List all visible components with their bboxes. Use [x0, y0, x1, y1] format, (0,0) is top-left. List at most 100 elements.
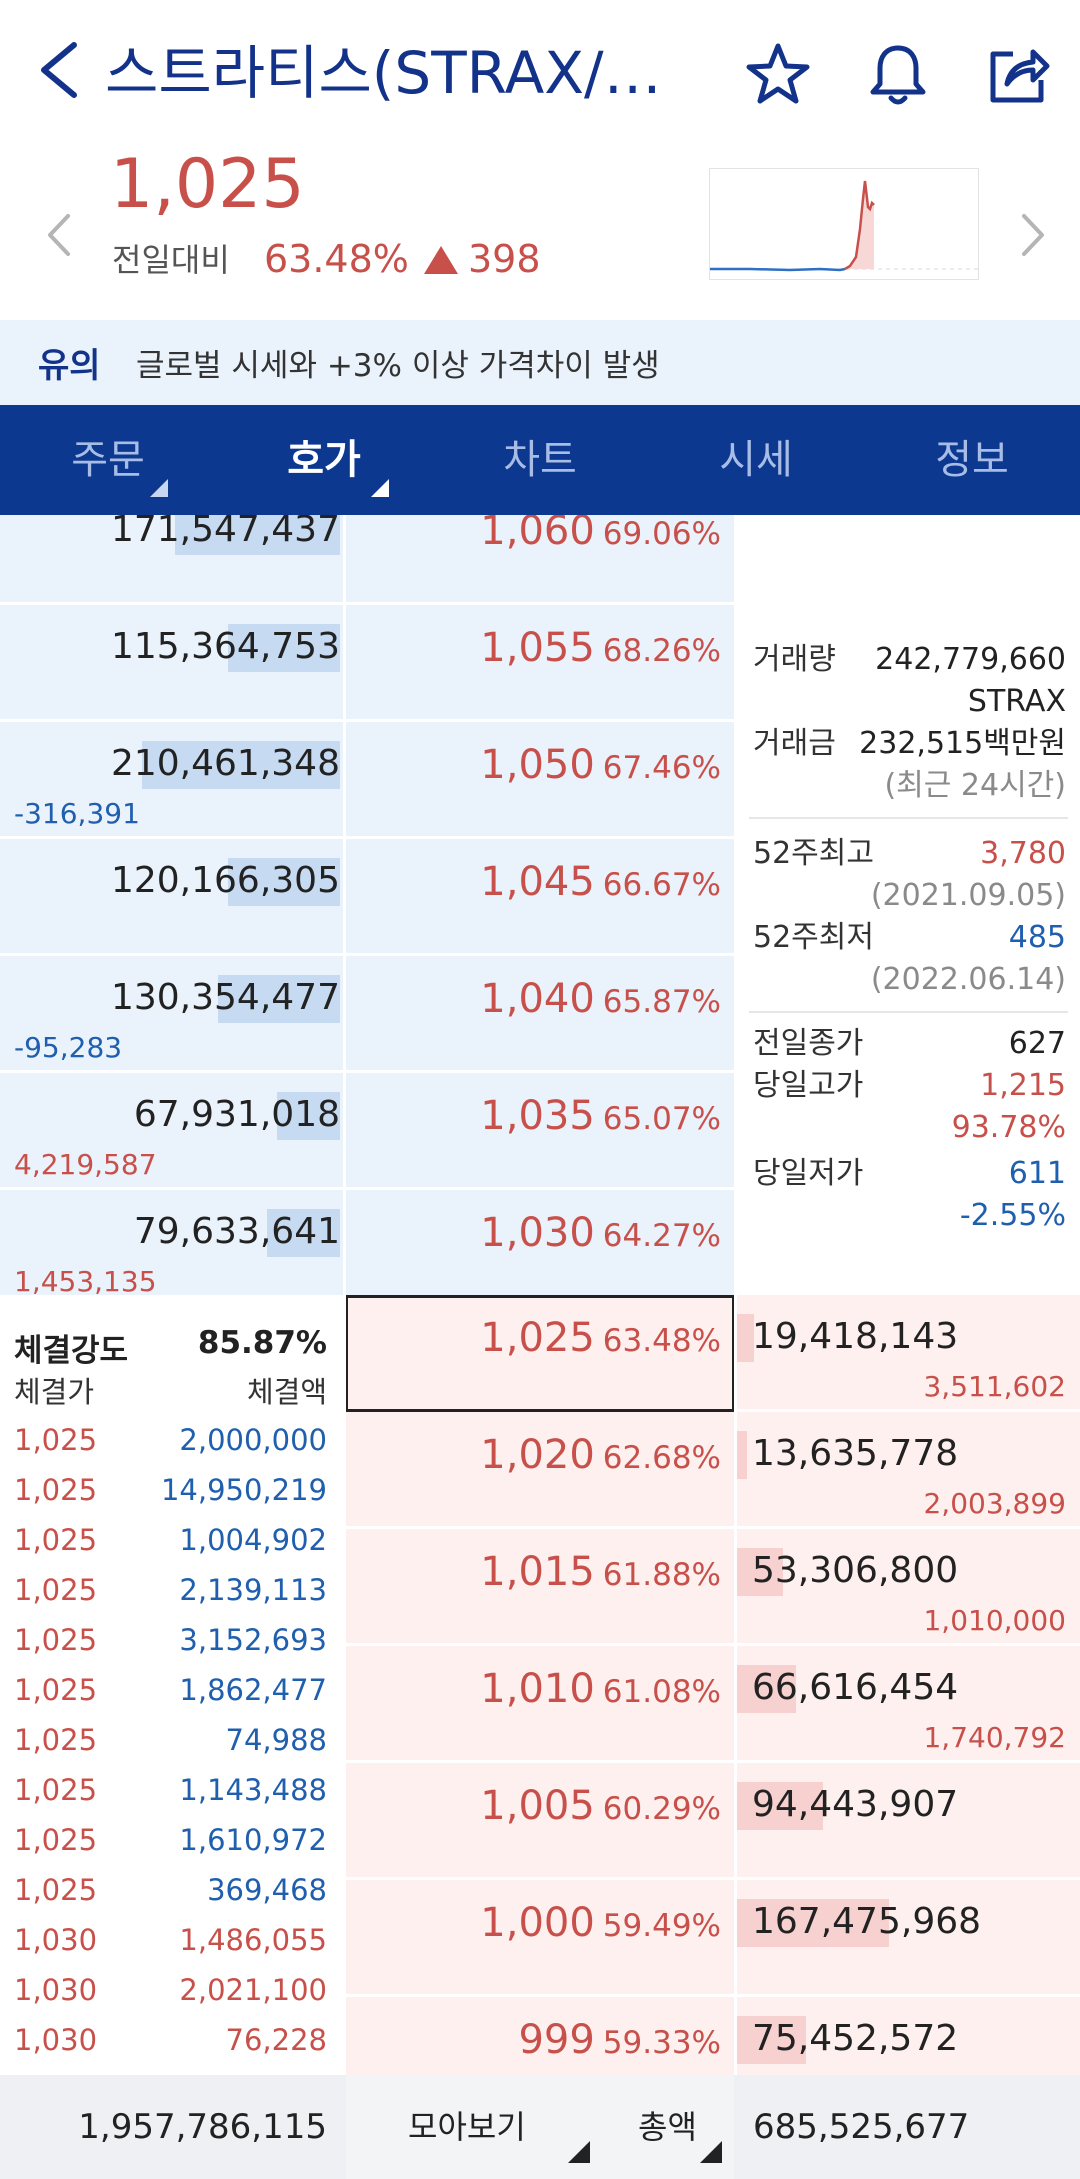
- bid-price-cell[interactable]: 1,000 59.49%: [346, 1880, 731, 1974]
- ask-percent: 68.26%: [602, 633, 721, 669]
- ask-row[interactable]: 120,166,305 1,045 66.67%: [0, 839, 734, 956]
- dropdown-corner-icon: [371, 479, 389, 497]
- bid-change: 1,010,000: [923, 1604, 1066, 1637]
- volume-label: 거래량: [753, 642, 836, 677]
- market-info-panel: 거래량 242,779,660 STRAX 거래금 232,515백만원 (최근…: [737, 515, 1080, 1295]
- trade-amount: 2,021,100: [179, 1973, 327, 2007]
- trade-price: 1,025: [14, 1823, 98, 1857]
- bid-price-cell[interactable]: 1,005 60.29%: [346, 1763, 731, 1857]
- ask-price-cell[interactable]: 1,055 68.26%: [346, 605, 731, 699]
- ask-qty-bar: [218, 975, 340, 1023]
- ask-percent: 65.07%: [602, 1101, 721, 1137]
- column-divider: [343, 515, 346, 2075]
- trade-price-header: 체결가: [14, 1375, 95, 1409]
- bid-price-cell[interactable]: 1,010 61.08%: [346, 1646, 731, 1740]
- ask-quantity: 120,166,305: [110, 860, 340, 901]
- tab-4[interactable]: 정보: [864, 405, 1080, 515]
- ask-price-cell[interactable]: 1,030 64.27%: [346, 1190, 731, 1284]
- chevron-left-icon: [48, 214, 70, 256]
- ask-row[interactable]: 115,364,753 1,055 68.26%: [0, 605, 734, 722]
- mini-price-chart[interactable]: [709, 168, 979, 280]
- ask-row[interactable]: 210,461,348 -316,391 1,050 67.46%: [0, 722, 734, 839]
- trade-amount-header: 체결액: [246, 1375, 327, 1409]
- up-triangle-icon: [424, 246, 458, 274]
- favorite-button[interactable]: [738, 35, 818, 115]
- ask-price-cell[interactable]: 1,040 65.87%: [346, 956, 731, 1050]
- ask-qty-bar: [228, 624, 340, 672]
- bid-row[interactable]: 167,475,968 1,000 59.49%: [0, 1880, 1080, 1997]
- bid-price: 1,010: [480, 1666, 595, 1712]
- trade-price: 1,025: [14, 1473, 98, 1507]
- view-mode-button[interactable]: 모아보기: [408, 2075, 526, 2179]
- volume-value: 242,779,660: [875, 642, 1066, 677]
- bid-row[interactable]: 66,616,454 1,740,792 1,010 61.08%: [0, 1646, 1080, 1763]
- total-mode-button[interactable]: 총액: [638, 2075, 697, 2179]
- ask-price-cell[interactable]: 1,045 66.67%: [346, 839, 731, 933]
- prev-coin-button[interactable]: [36, 200, 86, 270]
- ask-row[interactable]: 79,633,641 1,453,135 1,030 64.27%: [0, 1190, 734, 1307]
- bid-price: 1,005: [480, 1783, 595, 1829]
- trade-row: 1,025 74,988: [0, 1717, 343, 1767]
- bid-total: 685,525,677: [753, 2107, 970, 2147]
- bid-row[interactable]: 53,306,800 1,010,000 1,015 61.88%: [0, 1529, 1080, 1646]
- trade-amount: 1,896,734: [179, 2073, 327, 2075]
- bid-row[interactable]: 75,452,572 999 59.33%: [0, 1997, 1080, 2075]
- ask-price: 1,030: [480, 1210, 595, 1256]
- ask-row[interactable]: 67,931,018 4,219,587 1,035 65.07%: [0, 1073, 734, 1190]
- tab-1[interactable]: 호가: [216, 405, 432, 515]
- ask-qty-bar: [142, 741, 340, 789]
- change-percent: 63.48%: [264, 237, 409, 281]
- alert-button[interactable]: [858, 35, 938, 115]
- divider: [749, 817, 1068, 819]
- ask-percent: 67.46%: [602, 750, 721, 786]
- bid-percent: 61.88%: [602, 1557, 721, 1593]
- tab-3[interactable]: 시세: [648, 405, 864, 515]
- ask-row[interactable]: 171,547,437 1,060 69.06%: [0, 515, 734, 605]
- ask-price-cell[interactable]: 1,050 67.46%: [346, 722, 731, 816]
- bid-row[interactable]: 94,443,907 1,005 60.29%: [0, 1763, 1080, 1880]
- day-high-pct: 93.78%: [951, 1110, 1066, 1145]
- notice-text: 글로벌 시세와 +3% 이상 가격차이 발생: [136, 348, 660, 384]
- trade-row: 1,025 2,000,000: [0, 1417, 343, 1467]
- notice-label: 유의: [38, 346, 101, 386]
- warning-notice[interactable]: 유의 글로벌 시세와 +3% 이상 가격차이 발생: [0, 320, 1080, 405]
- ask-price-cell[interactable]: 1,060 69.06%: [346, 515, 731, 582]
- ask-percent: 69.06%: [602, 516, 721, 552]
- sparkline: [710, 180, 978, 272]
- bid-quantity: 66,616,454: [752, 1667, 959, 1708]
- trade-amount: 2,000,000: [179, 1423, 327, 1457]
- bid-quantity: 75,452,572: [752, 2018, 959, 2059]
- bid-price: 1,000: [480, 1900, 595, 1946]
- tab-bar: 주문 호가 차트 시세 정보: [0, 405, 1080, 515]
- bid-row[interactable]: 13,635,778 2,003,899 1,020 62.68%: [0, 1412, 1080, 1529]
- tab-label: 정보: [935, 437, 1009, 483]
- bid-price-cell[interactable]: 999 59.33%: [346, 1997, 731, 2075]
- ask-price-cell[interactable]: 1,035 65.07%: [346, 1073, 731, 1167]
- ask-qty-bar: [228, 858, 340, 906]
- ask-change: 4,219,587: [14, 1148, 157, 1181]
- ask-percent: 65.87%: [602, 984, 721, 1020]
- day-low-pct: -2.55%: [959, 1198, 1066, 1233]
- ask-row[interactable]: 130,354,477 -95,283 1,040 65.87%: [0, 956, 734, 1073]
- bid-quantity: 13,635,778: [752, 1433, 959, 1474]
- trade-row: 1,025 14,950,219: [0, 1467, 343, 1517]
- trade-price: 1,025: [14, 1623, 98, 1657]
- ask-percent: 64.27%: [602, 1218, 721, 1254]
- trade-price: 1,025: [14, 1723, 98, 1757]
- trade-amount: 76,228: [225, 2023, 327, 2057]
- change-label: 전일대비: [112, 241, 230, 279]
- low52-date: (2022.06.14): [870, 962, 1066, 997]
- trade-amount: 1,862,477: [179, 1673, 327, 1707]
- back-button[interactable]: [30, 35, 90, 105]
- tab-0[interactable]: 주문: [0, 405, 216, 515]
- bid-qty-bar: [737, 1665, 796, 1713]
- share-button[interactable]: [978, 35, 1058, 115]
- ask-price: 1,040: [480, 976, 595, 1022]
- tab-2[interactable]: 차트: [432, 405, 648, 515]
- next-coin-button[interactable]: [1010, 200, 1060, 270]
- bid-price-cell[interactable]: 1,015 61.88%: [346, 1529, 731, 1623]
- tab-label: 호가: [287, 437, 361, 483]
- bid-price-cell[interactable]: 1,020 62.68%: [346, 1412, 731, 1506]
- trade-row: 1,025 1,610,972: [0, 1817, 343, 1867]
- bid-price-cell[interactable]: 1,025 63.48%: [346, 1295, 731, 1389]
